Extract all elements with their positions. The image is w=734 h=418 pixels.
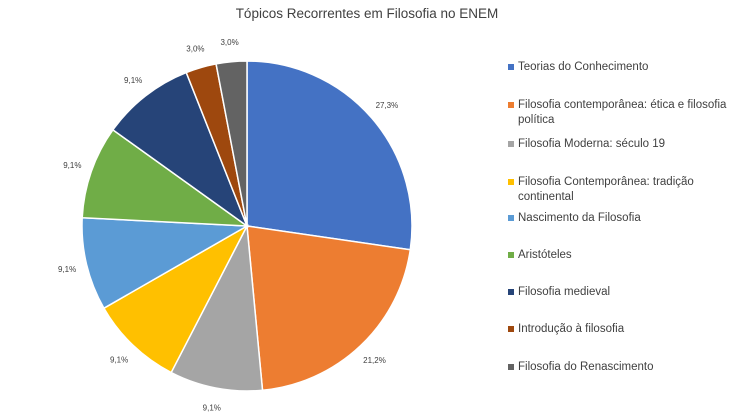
legend-item-nascimento-da-filosofia: Nascimento da Filosofia [508, 211, 730, 226]
data-label-filosofia-contemporanea-etica-e-filosofia-politica: 21,2% [363, 356, 386, 365]
pie-slice-nascimento-da-filosofia [81, 216, 250, 310]
legend-swatch [508, 102, 514, 108]
legend-label: Filosofia Moderna: século 19 [518, 138, 666, 150]
pie-slice-aristoteles [81, 128, 250, 227]
legend-swatch [508, 141, 514, 147]
pie-slice-filosofia-contemporanea-tradicao-continental [102, 224, 249, 374]
legend-item-aristoteles: Aristóteles [508, 248, 730, 263]
legend-item-filosofia-moderna-seculo-19: Filosofia Moderna: século 19 [508, 137, 730, 152]
legend-label: Aristóteles [518, 249, 572, 261]
data-label-filosofia-contemporanea-tradicao-continental: 9,1% [110, 356, 128, 365]
legend-swatch [508, 252, 514, 258]
data-label-teorias-do-conhecimento: 27,3% [376, 101, 399, 110]
legend-swatch [508, 364, 514, 370]
legend-label: Filosofia medieval [518, 286, 611, 298]
data-label-nascimento-da-filosofia: 9,1% [58, 265, 76, 274]
legend-item-filosofia-contemporanea-tradicao-continental: Filosofia Contemporânea: tradição contin… [508, 175, 730, 205]
legend-swatch [508, 179, 514, 185]
legend-swatch [508, 326, 514, 332]
pie-slice-filosofia-medieval [111, 71, 249, 229]
data-label-filosofia-moderna-seculo-19: 9,1% [203, 404, 221, 413]
pie-slice-filosofia-do-renascimento [215, 60, 248, 227]
legend-label: Introdução à filosofia [518, 323, 625, 335]
chart-title: Tópicos Recorrentes em Filosofia no ENEM [235, 6, 499, 21]
pie-slice-filosofia-moderna-seculo-19 [170, 223, 264, 392]
pie-slice-filosofia-contemporanea-etica-e-filosofia-politica [246, 225, 412, 392]
data-label-filosofia-do-renascimento: 3,0% [220, 38, 238, 47]
legend-swatch [508, 64, 514, 70]
data-label-aristoteles: 9,1% [63, 161, 81, 170]
legend-item-filosofia-medieval: Filosofia medieval [508, 285, 730, 300]
data-label-introducao-a-filosofia: 3,0% [186, 44, 204, 53]
legend-label: Nascimento da Filosofia [518, 212, 641, 224]
legend-item-teorias-do-conhecimento: Teorias do Conhecimento [508, 60, 730, 75]
legend-item-filosofia-contemporanea-etica-e-filosofia-politica: Filosofia contemporânea: ética e filosof… [508, 98, 730, 128]
legend-label: Filosofia Contemporânea: tradição contin… [518, 176, 694, 203]
legend-label: Filosofia do Renascimento [518, 361, 654, 373]
legend-swatch [508, 215, 514, 221]
pie-slice-teorias-do-conhecimento [246, 60, 413, 251]
legend-label: Filosofia contemporânea: ética e filosof… [518, 99, 727, 126]
legend-label: Teorias do Conhecimento [518, 61, 649, 73]
legend-item-introducao-a-filosofia: Introdução à filosofia [508, 322, 730, 337]
data-label-filosofia-medieval: 9,1% [124, 76, 142, 85]
legend-swatch [508, 289, 514, 295]
legend-item-filosofia-do-renascimento: Filosofia do Renascimento [508, 360, 730, 375]
